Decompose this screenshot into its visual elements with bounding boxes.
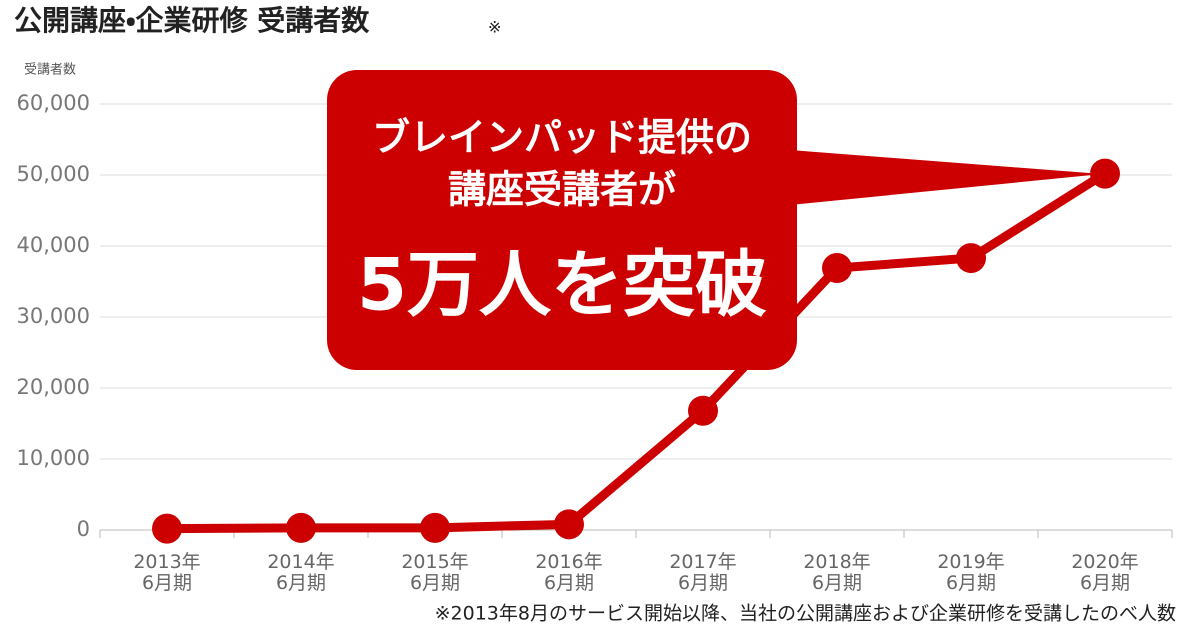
data-point — [286, 512, 316, 543]
callout-headline: 5万人を突破 — [357, 243, 767, 327]
y-tick-label: 50,000 — [17, 162, 90, 186]
series-line — [166, 169, 1108, 534]
x-tick-label: 2016年 6月期 — [535, 551, 603, 594]
data-point — [956, 243, 986, 274]
y-tick-label: 20,000 — [17, 375, 90, 399]
title-note-mark: ※ — [488, 18, 501, 37]
callout-line: 講座受講者が — [448, 168, 676, 212]
x-tick-label: 2020年 6月期 — [1071, 551, 1139, 594]
callout-box — [327, 70, 797, 370]
x-tick-label: 2018年 6月期 — [803, 551, 871, 594]
y-tick-label: 40,000 — [17, 233, 90, 257]
data-point — [688, 395, 718, 426]
callout-tail — [790, 150, 1102, 205]
x-tick-label: 2014年 6月期 — [267, 551, 335, 594]
grid: 0 10,000 20,000 30,000 40,000 50,000 60,000 — [17, 91, 1173, 541]
y-axis-label: 受講者数 — [24, 63, 76, 78]
footnote: ※2013年8月のサービス開始以降、当社の公開講座および企業研修を受講したのべ人… — [435, 603, 1176, 625]
x-tick-label: 2015年 6月期 — [401, 551, 469, 594]
data-point — [554, 509, 584, 540]
x-tick-label: 2019年 6月期 — [937, 551, 1005, 594]
data-point — [822, 253, 852, 284]
data-point — [152, 513, 182, 544]
plot — [152, 158, 1120, 544]
chart-title: 公開講座・企業研修 受講者数 — [14, 4, 370, 37]
y-tick-label: 30,000 — [17, 304, 90, 328]
x-tick-label: 2013年 6月期 — [133, 551, 201, 594]
y-tick-label: 60,000 — [17, 91, 90, 115]
data-point — [1090, 158, 1120, 189]
callout: ブレインパッド提供の 講座受講者が 5万人を突破 — [327, 70, 1102, 370]
y-tick-label: 10,000 — [17, 446, 90, 470]
callout-line: ブレインパッド提供の — [372, 116, 752, 160]
x-tick-label: 2017年 6月期 — [669, 551, 737, 594]
y-tick-label: 0 — [77, 517, 90, 541]
data-point — [420, 512, 450, 543]
